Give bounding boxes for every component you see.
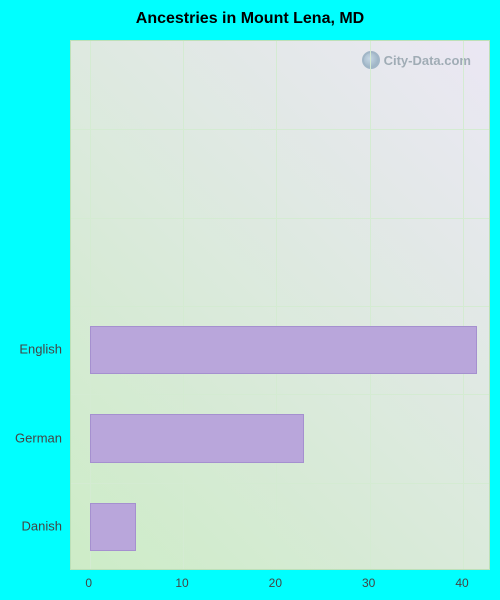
slot-divider	[71, 218, 489, 219]
slot-divider	[71, 306, 489, 307]
chart-stage: Ancestries in Mount Lena, MD City-Data.c…	[0, 0, 500, 600]
bar	[90, 326, 477, 375]
watermark: City-Data.com	[362, 51, 471, 69]
grid-line	[183, 41, 184, 569]
grid-line	[276, 41, 277, 569]
grid-line	[370, 41, 371, 569]
x-tick-label: 20	[269, 576, 282, 590]
slot-divider	[71, 129, 489, 130]
x-tick-label: 10	[175, 576, 188, 590]
slot-divider	[71, 394, 489, 395]
slot-divider	[71, 483, 489, 484]
x-tick-label: 0	[85, 576, 92, 590]
y-tick-label: English	[0, 342, 62, 357]
chart-title: Ancestries in Mount Lena, MD	[0, 10, 500, 28]
y-tick-label: Danish	[0, 518, 62, 533]
x-tick-label: 40	[455, 576, 468, 590]
y-tick-label: German	[0, 430, 62, 445]
bar	[90, 503, 137, 552]
grid-line	[90, 41, 91, 569]
bar	[90, 414, 305, 463]
plot-area: City-Data.com	[70, 40, 490, 570]
x-tick-label: 30	[362, 576, 375, 590]
watermark-text: City-Data.com	[384, 53, 471, 68]
grid-line	[463, 41, 464, 569]
